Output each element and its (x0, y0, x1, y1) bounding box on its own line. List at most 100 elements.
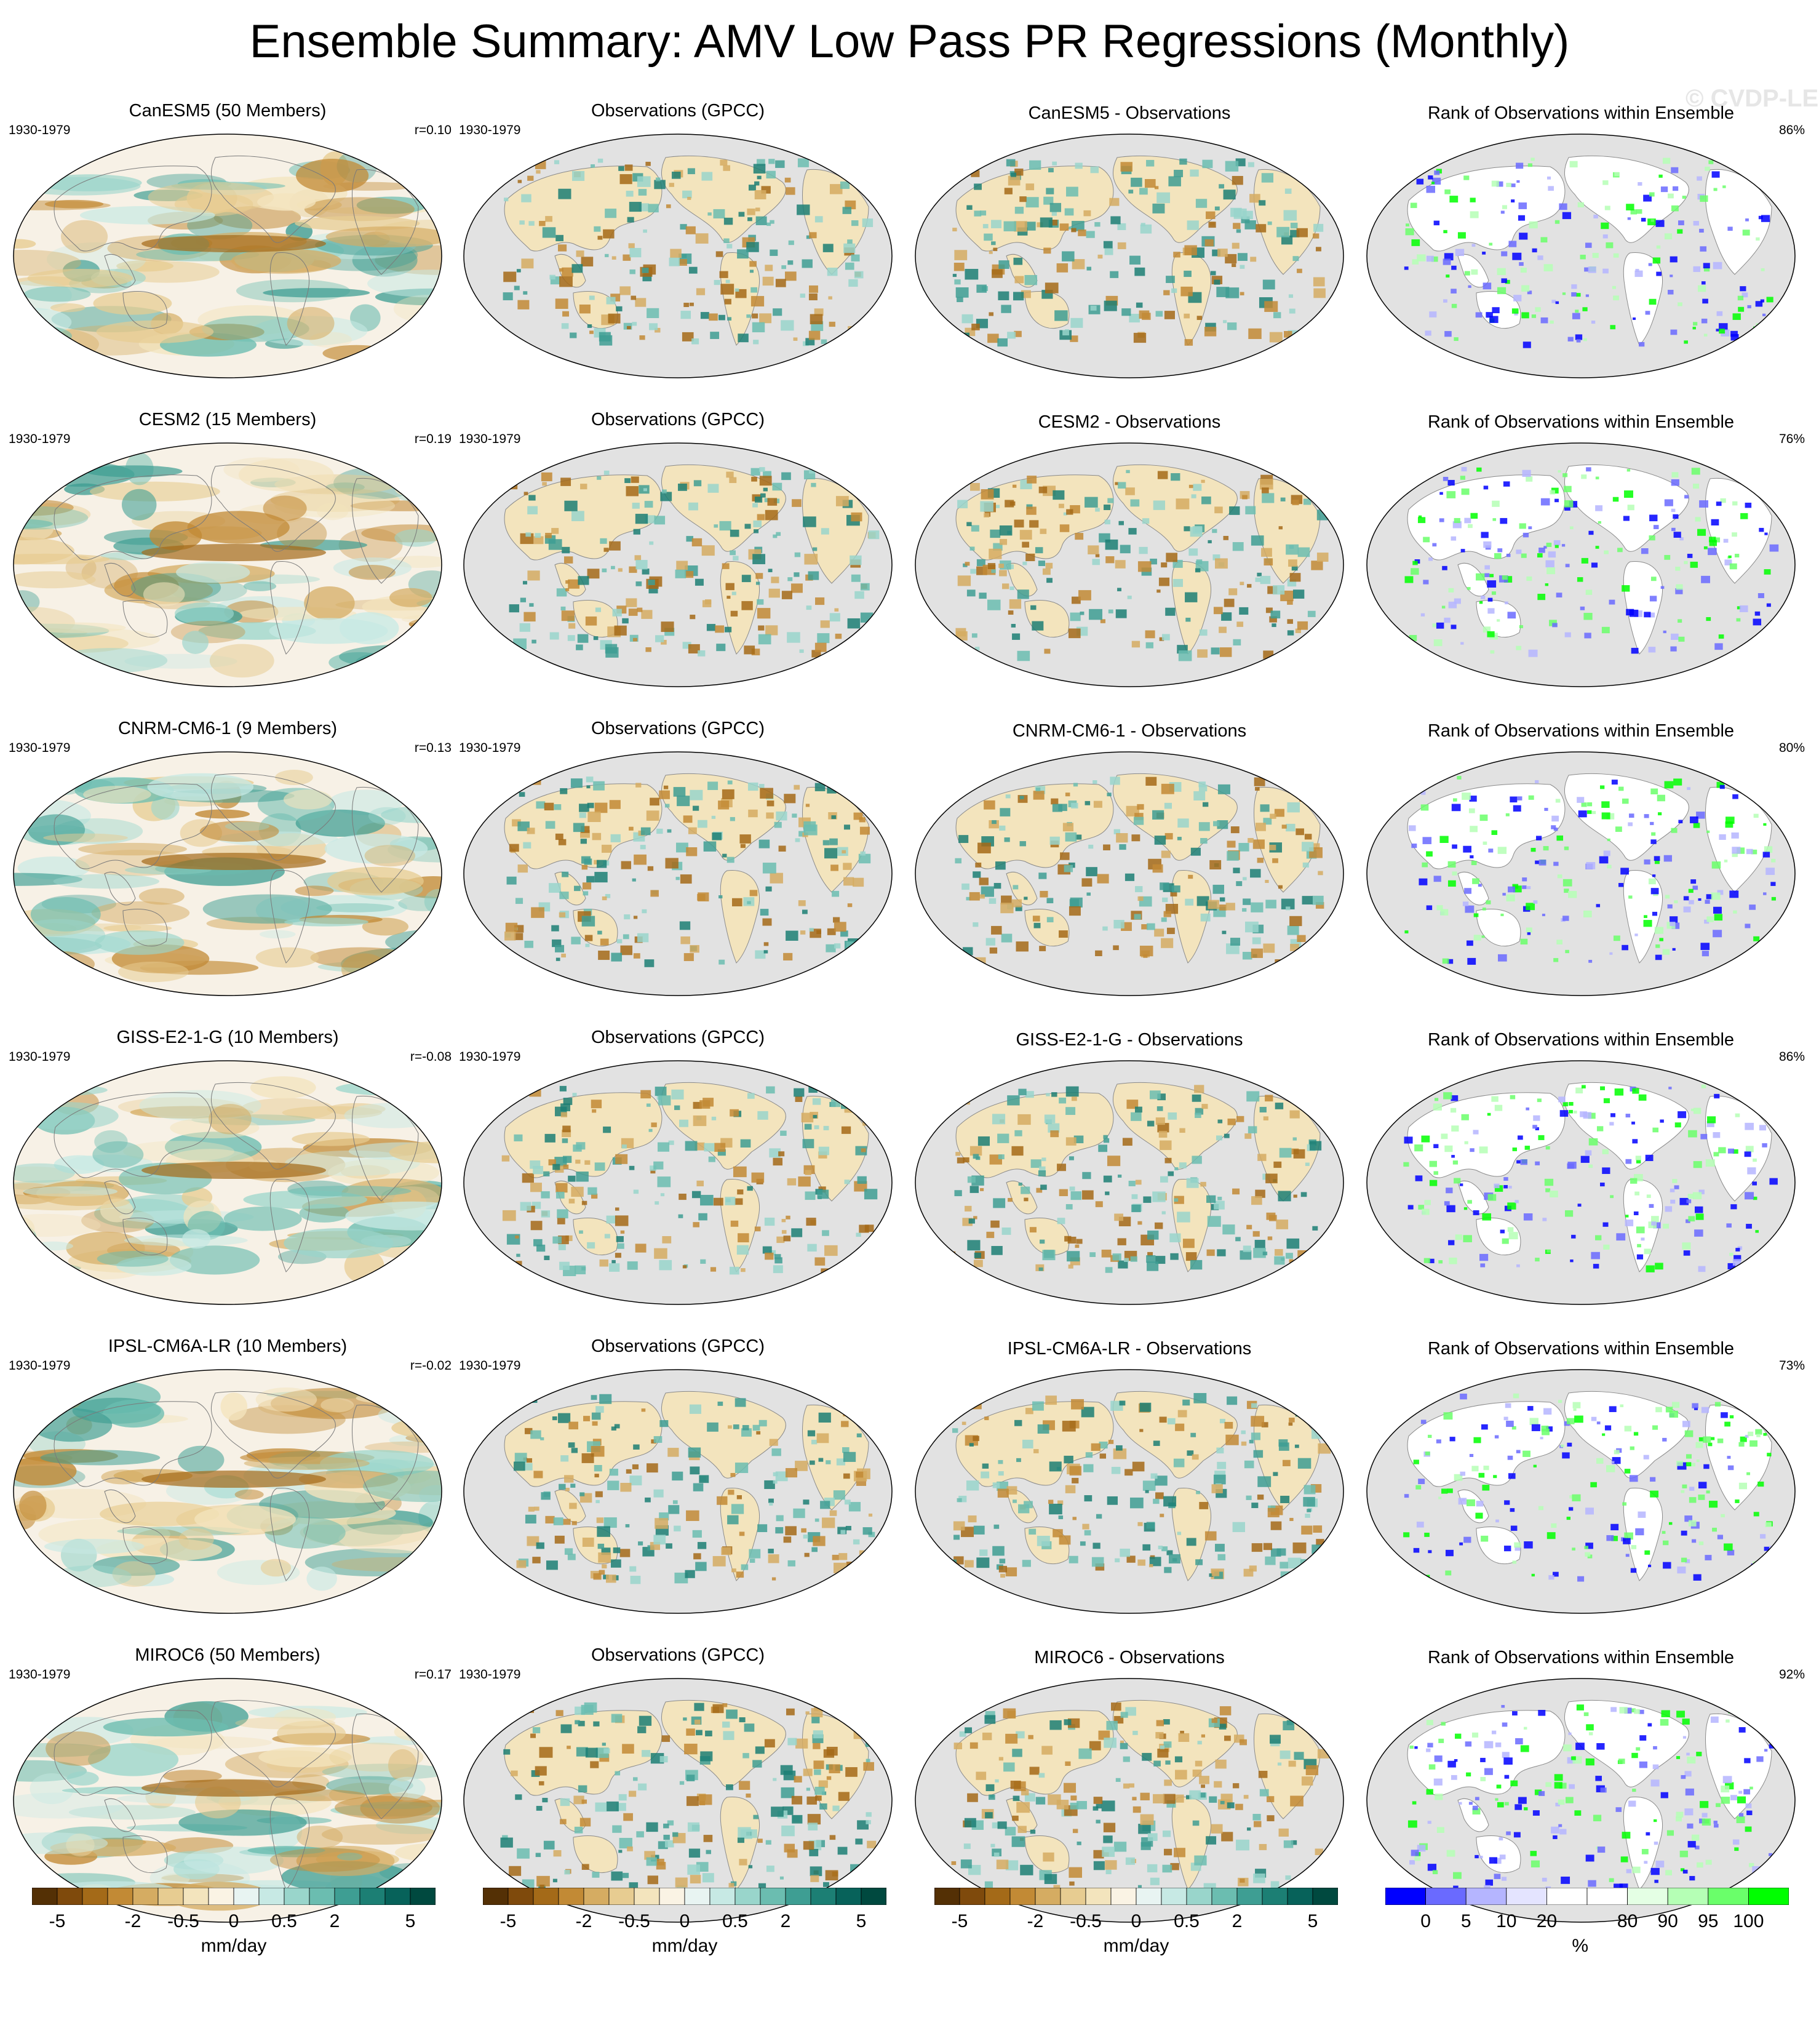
colorbar-box (760, 1888, 786, 1905)
colorbar-box (1085, 1888, 1112, 1905)
colorbar-box (384, 1888, 411, 1905)
obs-map (463, 442, 893, 687)
rank-map (1366, 751, 1796, 996)
colorbar-box (558, 1888, 584, 1905)
watermark: © CVDP-LE (1686, 85, 1819, 112)
colorbar-box (734, 1888, 761, 1905)
colorbar-tick-label: 90 (1657, 1911, 1678, 1931)
colorbar-box (483, 1888, 509, 1905)
panel-title: Rank of Observations within Ensemble (1427, 412, 1735, 432)
colorbar-box (1236, 1888, 1263, 1905)
colorbar-box (608, 1888, 635, 1905)
colorbar-box (1211, 1888, 1238, 1905)
obs-panel: Observations (GPCC) 1930-1979 (459, 715, 893, 1007)
obs-panel: Observations (GPCC) 1930-1979 (459, 1024, 893, 1316)
rank-colorbar: 0 5 10 20 80 90 95 100% (1385, 1888, 1789, 1980)
colorbar-tick-label: -5 (500, 1911, 517, 1931)
panel-title: IPSL-CM6A-LR - Observations (1007, 1339, 1252, 1359)
model-panel: CanESM5 (50 Members) 1930-1979 r=0.10 (9, 97, 452, 389)
colorbar-box (1186, 1888, 1212, 1905)
pattern-correlation-label: r=0.10 (414, 123, 452, 137)
diff-map (915, 134, 1344, 378)
period-label: 1930-1979 (9, 123, 71, 137)
model-panel: IPSL-CM6A-LR (10 Members) 1930-1979 r=-0.0… (9, 1333, 452, 1625)
figure-title: Ensemble Summary: AMV Low Pass PR Regres… (249, 15, 1570, 68)
colorbar-unit-label: mm/day (201, 1936, 267, 1956)
pattern-correlation-label: r=0.13 (414, 741, 452, 755)
colorbar-box (1110, 1888, 1137, 1905)
rank-panel: Rank of Observations within Ensemble 73% (1366, 1333, 1805, 1625)
colorbar-box (157, 1888, 184, 1905)
colorbar-tick-label: -0.5 (1070, 1911, 1102, 1931)
panel-title: CanESM5 - Observations (1028, 103, 1231, 123)
colorbar-box (861, 1888, 886, 1905)
colorbar-tick-label: -0.5 (167, 1911, 199, 1931)
pattern-correlation-label: r=0.17 (414, 1667, 452, 1682)
rank-percent-label: 86% (1778, 1050, 1805, 1064)
colorbar-box (659, 1888, 685, 1905)
colorbar-box (132, 1888, 159, 1905)
model-panel: CNRM-CM6-1 (9 Members) 1930-1979 r=0.13 (9, 715, 452, 1007)
colorbar-box (583, 1888, 610, 1905)
colorbar-unit-label: % (1572, 1936, 1588, 1956)
period-label: 1930-1979 (9, 741, 71, 755)
pattern-correlation-label: r=-0.02 (410, 1359, 452, 1373)
panel-title: CESM2 (15 Members) (138, 410, 317, 429)
panel-title: Observations (GPCC) (591, 1028, 765, 1047)
colorbar-tick-label: 2 (329, 1911, 340, 1931)
model-map (13, 1369, 442, 1614)
colorbar-tick-label: 0.5 (1174, 1911, 1200, 1931)
period-label: 1930-1979 (459, 432, 521, 446)
colorbar-box (1627, 1888, 1668, 1905)
colorbar-box (334, 1888, 360, 1905)
period-label: 1930-1979 (9, 432, 71, 446)
colorbar-box (208, 1888, 234, 1905)
colorbar-tick-label: -2 (1027, 1911, 1044, 1931)
colorbar-unit-label: mm/day (651, 1936, 718, 1956)
colorbar-tick-label: 100 (1733, 1911, 1764, 1931)
model-map (13, 1678, 442, 1923)
panel-title: Rank of Observations within Ensemble (1427, 1030, 1735, 1050)
period-label: 1930-1979 (9, 1050, 71, 1064)
period-label: 1930-1979 (459, 123, 521, 137)
panel-title: GISS-E2-1-G (10 Members) (116, 1028, 339, 1047)
precip-colorbar: -5 -2 -0.5 0 0.5 2 5 mm/day (934, 1888, 1338, 1980)
colorbar-box (1009, 1888, 1036, 1905)
diff-map (915, 442, 1344, 687)
rank-panel: Rank of Observations within Ensemble 86% (1366, 97, 1805, 389)
panel-title: GISS-E2-1-G - Observations (1016, 1030, 1243, 1050)
obs-map (463, 1060, 893, 1305)
colorbar-box (233, 1888, 260, 1905)
period-label: 1930-1979 (9, 1667, 71, 1682)
rank-map (1366, 134, 1796, 378)
colorbar-box (533, 1888, 559, 1905)
panel-title: Rank of Observations within Ensemble (1427, 1339, 1735, 1359)
colorbar-tick-label: 5 (1307, 1911, 1318, 1931)
obs-panel: Observations (GPCC) 1930-1979 (459, 1333, 893, 1625)
colorbar-unit-label: mm/day (1103, 1936, 1169, 1956)
rank-map (1366, 1369, 1796, 1614)
rank-percent-label: 86% (1778, 123, 1805, 137)
period-label: 1930-1979 (459, 1667, 521, 1682)
colorbar-box (1262, 1888, 1288, 1905)
model-map (13, 1060, 442, 1305)
colorbar-tick-label: 0 (228, 1911, 239, 1931)
colorbar-tick-label: 0.5 (722, 1911, 748, 1931)
colorbar-box (57, 1888, 83, 1905)
diff-map (915, 751, 1344, 996)
period-label: 1930-1979 (459, 1050, 521, 1064)
colorbar-box (359, 1888, 386, 1905)
colorbar-box (684, 1888, 710, 1905)
colorbar-box (183, 1888, 209, 1905)
colorbar-box (410, 1888, 436, 1905)
diff-panel: MIROC6 - Observations (914, 1642, 1345, 1934)
obs-panel: Observations (GPCC) 1930-1979 (459, 1642, 893, 1934)
colorbar-tick-label: 20 (1536, 1911, 1558, 1931)
panel-title: CNRM-CM6-1 (9 Members) (117, 719, 338, 738)
panel-title: Rank of Observations within Ensemble (1427, 103, 1735, 123)
colorbar-box (1506, 1888, 1547, 1905)
colorbar-box (1586, 1888, 1628, 1905)
colorbar-tick-label: -2 (124, 1911, 141, 1931)
colorbar-box (1161, 1888, 1187, 1905)
obs-map (463, 1369, 893, 1614)
